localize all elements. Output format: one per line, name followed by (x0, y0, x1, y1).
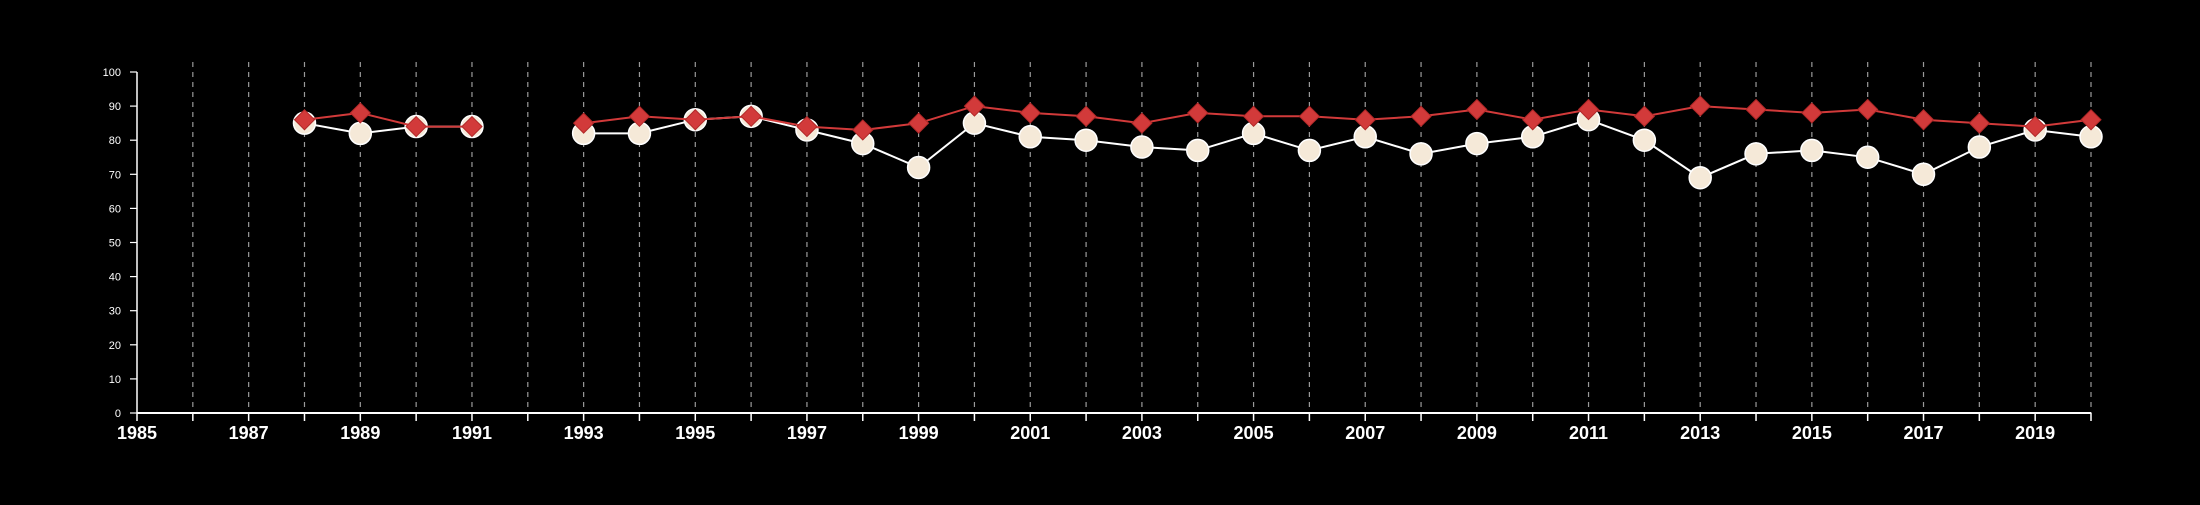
y-tick-label: 30 (109, 306, 121, 318)
y-tick-label: 20 (109, 340, 121, 352)
data-point-circle (1632, 128, 1657, 152)
x-tick-label: 2005 (1234, 423, 1274, 443)
data-point-diamond (461, 115, 483, 138)
data-point-diamond (2080, 109, 2102, 131)
data-point-diamond (1019, 102, 1041, 124)
series-line (583, 115, 2092, 179)
data-point-circle (1409, 142, 1433, 166)
series-line (304, 111, 472, 128)
x-tick-label: 2003 (1122, 423, 1162, 443)
data-point-diamond (1410, 105, 1432, 128)
data-point-diamond (1745, 98, 1767, 121)
data-point-diamond (1968, 112, 1991, 134)
data-point-circle (1130, 135, 1154, 159)
data-point-circle (1855, 145, 1880, 169)
x-tick-label: 1997 (787, 423, 827, 443)
data-point-diamond (1633, 105, 1656, 128)
x-tick-label: 1987 (229, 423, 269, 443)
data-point-diamond (907, 112, 930, 134)
x-tick-label: 2001 (1010, 423, 1050, 443)
data-point-circle (1465, 131, 1489, 156)
data-point-circle (1911, 162, 1936, 187)
y-tick-label: 100 (103, 67, 121, 79)
x-tick-label: 2011 (1569, 423, 1608, 443)
data-point-diamond (740, 105, 762, 128)
data-point-diamond (1075, 105, 1097, 128)
data-point-diamond (1466, 98, 1488, 121)
series-circle (292, 104, 2103, 190)
data-point-diamond (2024, 115, 2046, 138)
x-tick-label: 1991 (452, 423, 492, 443)
data-point-diamond (1298, 105, 1321, 128)
data-point-diamond (1577, 98, 1600, 121)
series (292, 95, 2103, 190)
x-tick-label: 1999 (899, 423, 939, 443)
data-point-diamond (349, 102, 372, 124)
data-point-circle (906, 155, 931, 180)
data-point-diamond (1522, 109, 1544, 131)
x-tick-label: 1995 (675, 423, 715, 443)
x-tick-label: 1985 (117, 423, 157, 443)
data-point-diamond (1187, 102, 1209, 124)
x-tick-label: 2015 (1792, 423, 1832, 443)
grid (192, 62, 2092, 413)
series-line (583, 105, 2092, 132)
series-line (304, 122, 472, 135)
data-point-diamond (852, 119, 874, 141)
data-point-circle (1800, 138, 1824, 163)
x-tick-label: 2007 (1345, 423, 1385, 443)
data-point-diamond (684, 109, 706, 131)
y-tick-label: 0 (115, 408, 121, 420)
data-point-diamond (572, 112, 595, 134)
x-tick-label: 2013 (1680, 423, 1720, 443)
y-tick-label: 80 (109, 135, 121, 147)
x-tick-label: 1989 (340, 423, 380, 443)
data-point-diamond (1131, 112, 1153, 134)
data-point-diamond (1912, 109, 1935, 131)
data-point-circle (1688, 165, 1712, 190)
data-point-circle (1185, 138, 1210, 163)
y-tick-label: 60 (109, 203, 121, 215)
y-tick-label: 10 (109, 374, 121, 386)
data-point-diamond (1856, 98, 1879, 121)
data-point-circle (1297, 138, 1322, 163)
x-tick-label: 2017 (1903, 423, 1943, 443)
data-point-diamond (1801, 102, 1823, 124)
y-tick-label: 90 (109, 101, 121, 113)
data-point-circle (348, 121, 373, 146)
data-point-diamond (796, 115, 818, 138)
x-tick-label: 1993 (564, 423, 604, 443)
data-point-diamond (405, 115, 427, 138)
axes: 0 10 20 30 40 50 60 70 80 90 100 1985 1987 1989 1991 19… (103, 67, 2092, 443)
y-tick-label: 70 (109, 169, 121, 181)
data-point-diamond (293, 109, 316, 131)
series-diamond (293, 95, 2102, 141)
data-point-diamond (628, 105, 651, 128)
data-point-circle (1074, 128, 1098, 152)
data-point-diamond (1242, 105, 1265, 128)
data-point-circle (1967, 135, 1992, 159)
y-tick-label: 50 (109, 238, 121, 250)
y-tick-label: 40 (109, 272, 121, 284)
data-point-circle (1018, 125, 1043, 149)
data-point-diamond (1354, 109, 1376, 131)
data-point-circle (1744, 142, 1768, 166)
data-point-diamond (963, 95, 986, 117)
x-tick-label: 2019 (2015, 423, 2055, 443)
data-point-diamond (1689, 95, 1711, 117)
x-tick-label: 2009 (1457, 423, 1497, 443)
